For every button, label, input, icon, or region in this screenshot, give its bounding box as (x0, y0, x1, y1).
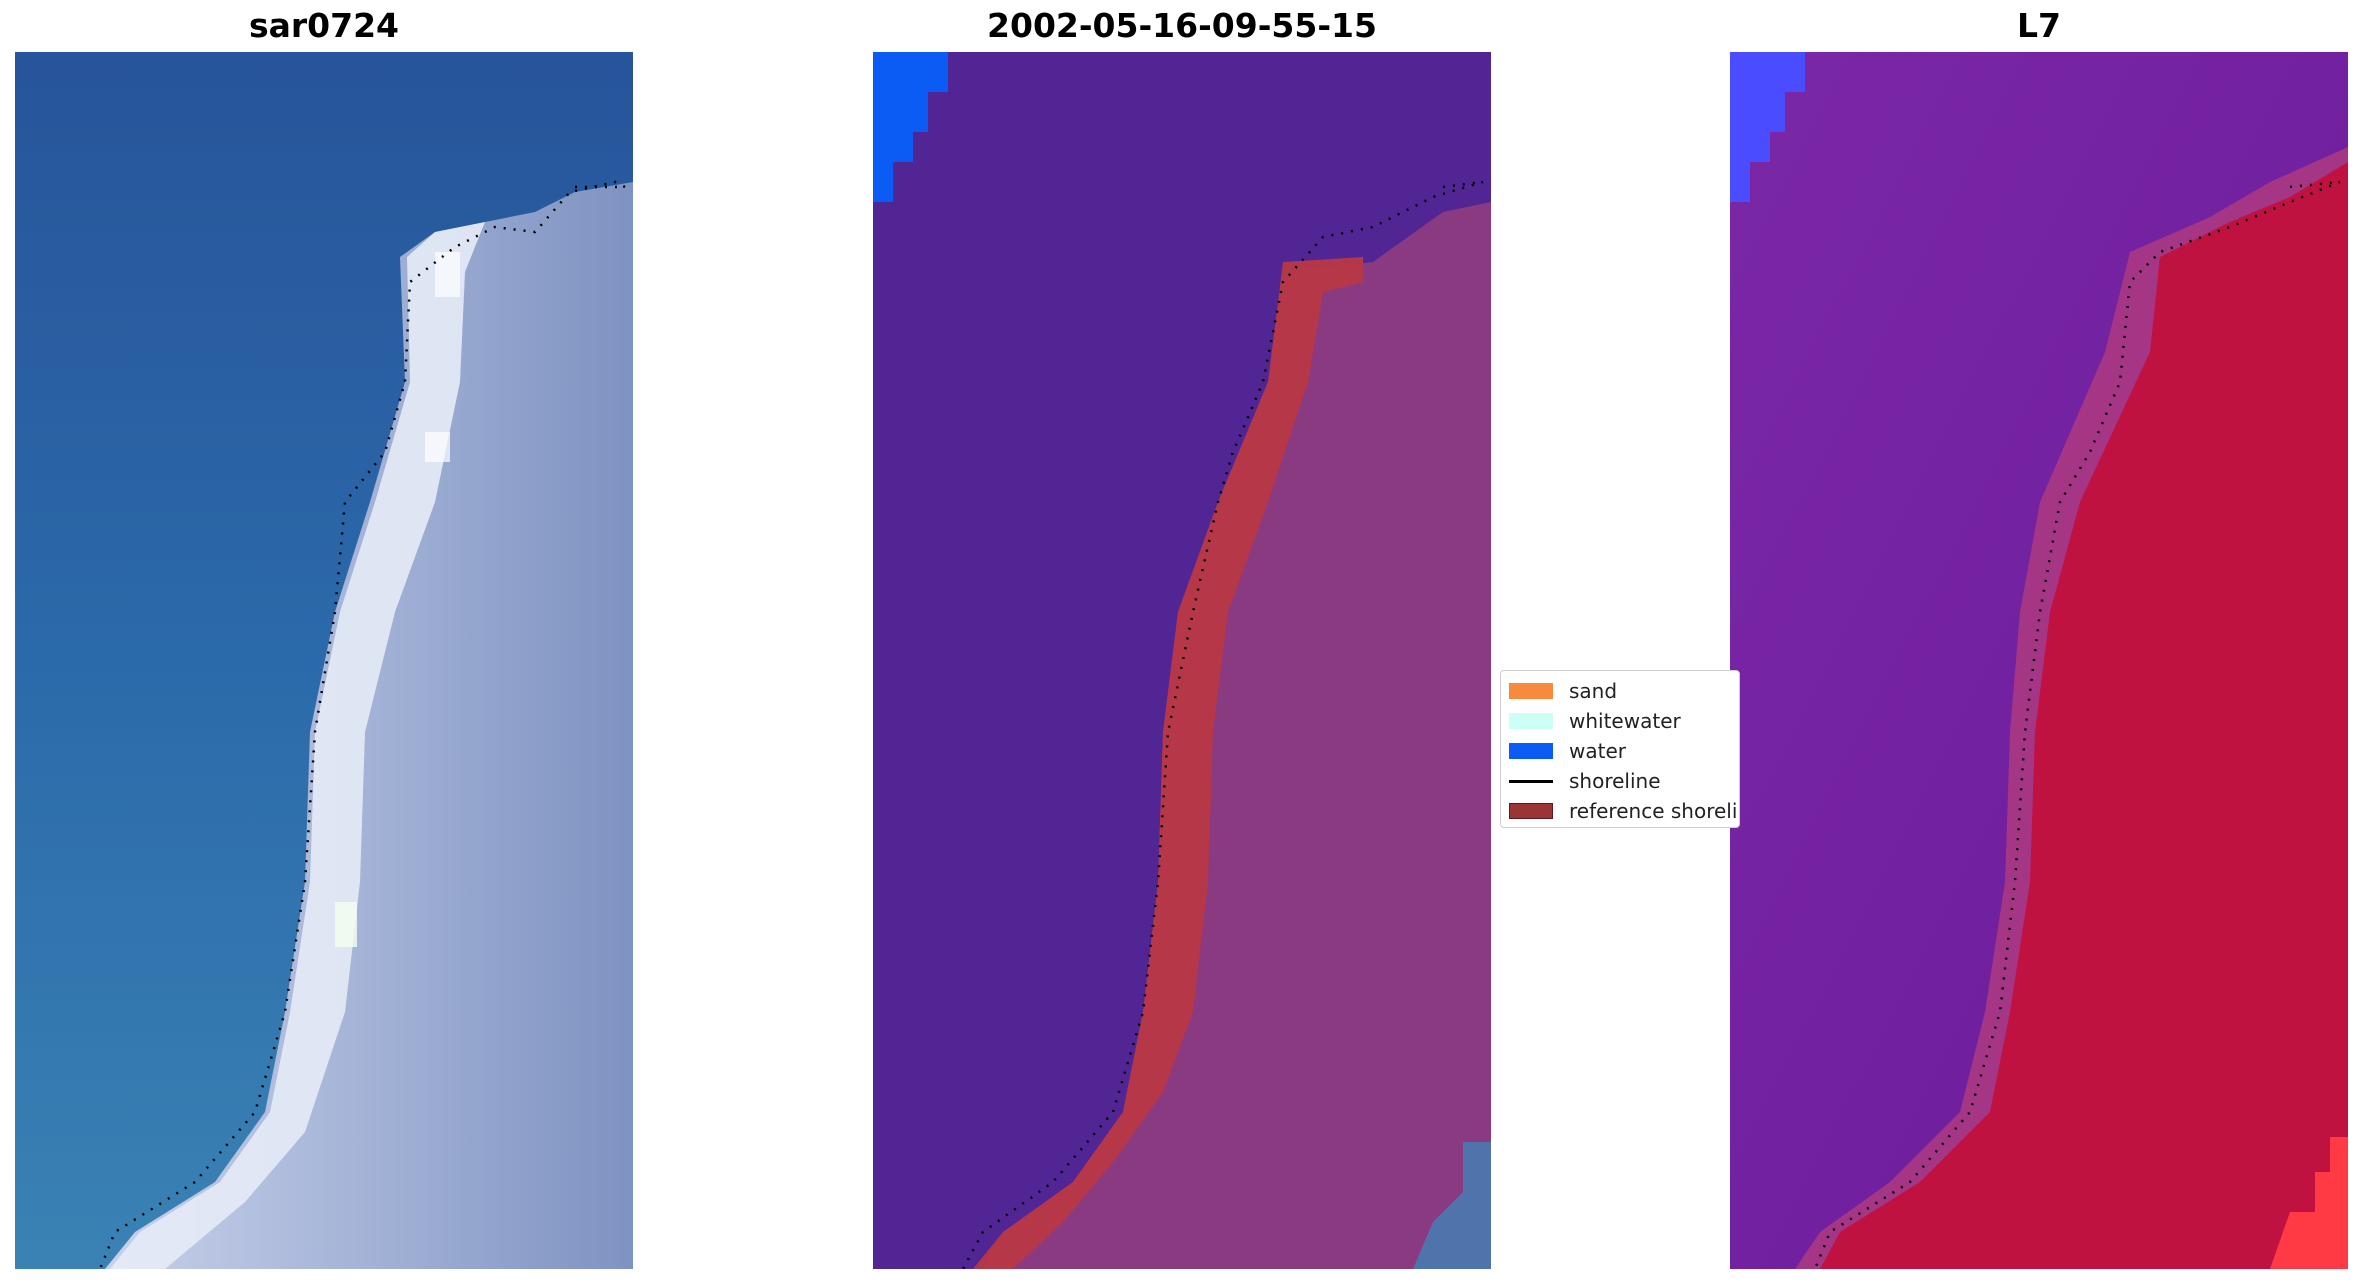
whitewater-swatch (1509, 713, 1553, 729)
panel-title-sar0724: sar0724 (248, 6, 400, 45)
legend-label-shoreline: shoreline (1569, 769, 1661, 793)
legend: sand whitewater water shoreline referenc… (1500, 670, 1740, 828)
reference-shoreline-swatch (1509, 803, 1553, 819)
legend-item-reference-shoreline: reference shoreline (1509, 797, 1739, 825)
legend-label-water: water (1569, 739, 1626, 763)
legend-item-sand: sand (1509, 677, 1617, 705)
sand-swatch (1509, 683, 1553, 699)
legend-item-shoreline: shoreline (1509, 767, 1661, 795)
shoreline-line-swatch (1509, 773, 1553, 789)
legend-label-sand: sand (1569, 679, 1618, 703)
panel-title-date: 2002-05-16-09-55-15 (987, 6, 1377, 45)
legend-item-whitewater: whitewater (1509, 707, 1681, 735)
rgb-satellite-image (15, 52, 633, 1269)
index-image (1730, 52, 2348, 1269)
legend-item-water: water (1509, 737, 1626, 765)
classified-image (873, 52, 1491, 1269)
panel-title-l7: L7 (2017, 6, 2061, 45)
legend-label-reference-shoreline: reference shoreline (1569, 799, 1739, 823)
legend-label-whitewater: whitewater (1569, 709, 1681, 733)
water-swatch (1509, 743, 1553, 759)
